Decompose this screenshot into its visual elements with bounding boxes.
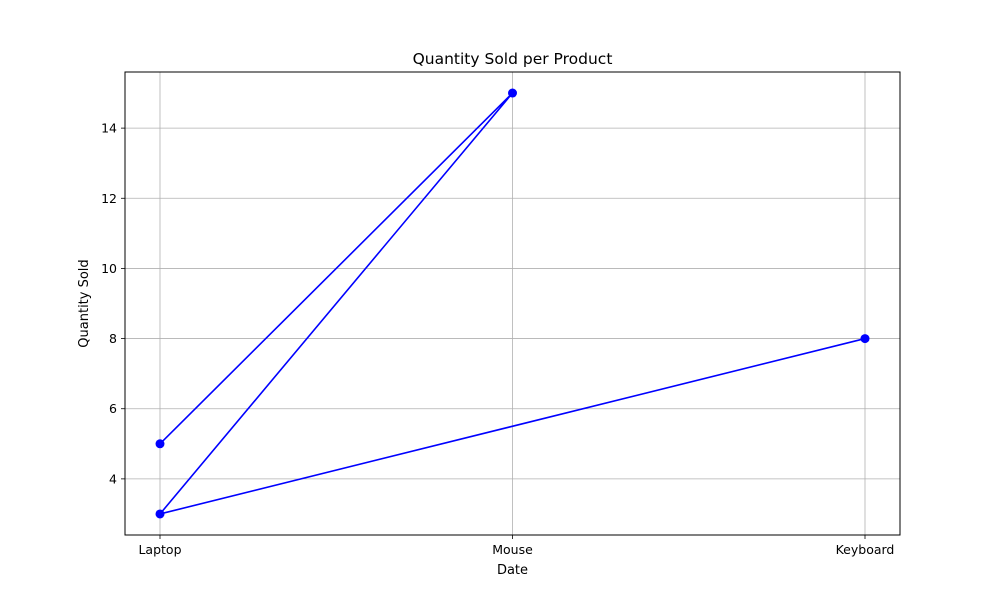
- data-point: [155, 439, 165, 449]
- data-point: [155, 509, 165, 519]
- y-axis-label: Quantity Sold: [77, 259, 92, 347]
- x-tick-label: Laptop: [138, 542, 181, 557]
- x-tick-label: Keyboard: [836, 542, 895, 557]
- data-point: [860, 334, 870, 344]
- y-tick-label: 12: [101, 191, 117, 206]
- x-tick-label: Mouse: [492, 542, 533, 557]
- chart-title: Quantity Sold per Product: [413, 50, 613, 68]
- y-tick-label: 10: [101, 261, 117, 276]
- y-tick-label: 6: [109, 401, 117, 416]
- y-tick-label: 14: [101, 121, 117, 136]
- y-tick-label: 8: [109, 331, 117, 346]
- data-point: [508, 88, 517, 98]
- x-axis: Laptop Mouse Keyboard: [138, 535, 894, 557]
- series-line: [159, 92, 866, 515]
- x-axis-label: Date: [497, 563, 528, 578]
- y-tick-label: 4: [109, 471, 117, 486]
- grid: [125, 72, 900, 535]
- y-axis: 4 6 8 10 12 14: [101, 121, 125, 486]
- series-layer: [155, 88, 870, 519]
